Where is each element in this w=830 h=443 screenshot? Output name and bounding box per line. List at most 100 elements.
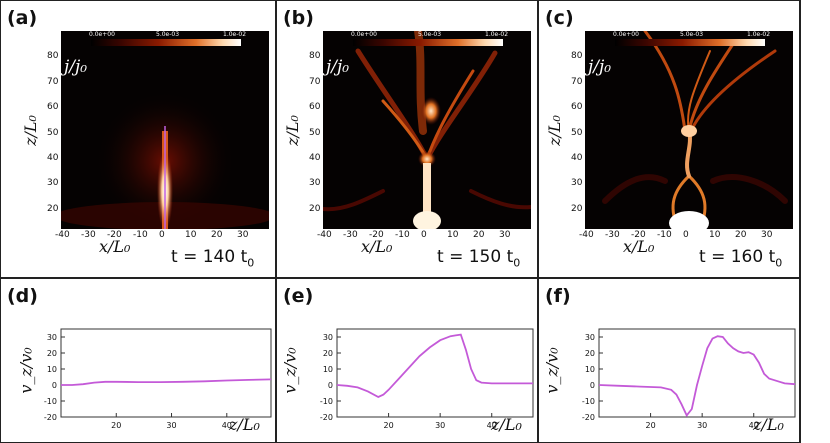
plot-frame xyxy=(336,328,534,418)
x-tick-label: 40 xyxy=(749,421,759,430)
panel-label: (f) xyxy=(545,285,571,307)
x-point xyxy=(418,151,436,167)
x-tick-label: -10 xyxy=(657,230,672,240)
panel-label: (c) xyxy=(545,7,574,29)
velocity-plot: 30 20 10 0 -10 -20 20 30 40 xyxy=(582,328,796,430)
panel-a: (a) 0.0e+00 5.0e-03 1.0e-02 j/j₀ z/L₀ x/… xyxy=(0,0,276,278)
x-tick-label: 20 xyxy=(473,230,485,240)
vz-series-line xyxy=(336,333,533,399)
x-tick-label: 40 xyxy=(222,421,232,430)
y-tick-label: 20 xyxy=(323,349,333,358)
velocity-plot: 30 20 10 0 -10 -20 20 30 40 xyxy=(44,328,272,430)
panel-e: (e) 30 20 10 0 -10 -20 20 30 40 v_z/v₀ z/L₀ xyxy=(276,278,538,443)
current-density-heatmap xyxy=(585,31,793,229)
time-value: t = 160 t xyxy=(699,247,776,267)
colormap-label: j/j₀ xyxy=(64,57,88,77)
panel-c: (c) 0.0e+00 5.0e-03 1.0e-02 j/j₀ z/L₀ x/… xyxy=(538,0,800,278)
time-label: t = 140 t0 xyxy=(171,247,254,269)
y-tick-label: 70 xyxy=(571,76,583,87)
y-tick-label: -10 xyxy=(582,397,595,406)
panel-f: (f) 30 20 10 0 -10 -20 20 30 40 v_z/v₀ z/L₀ xyxy=(538,278,800,443)
y-tick-label: 20 xyxy=(47,203,59,214)
y-tick-label: 10 xyxy=(47,365,57,374)
x-axis-label: z/L₀ xyxy=(491,415,522,434)
x-tick-label: -40 xyxy=(317,230,332,240)
x-tick-label: 30 xyxy=(166,421,176,430)
panel-label: (a) xyxy=(7,7,38,29)
y-tick-label: 60 xyxy=(47,102,59,113)
colormap-label: j/j₀ xyxy=(588,57,612,77)
x-tick-label: 10 xyxy=(185,230,197,240)
x-tick-label: -10 xyxy=(395,230,410,240)
x-tick-label: 0 xyxy=(683,230,689,240)
x-tick-label: -10 xyxy=(133,230,148,240)
current-core xyxy=(423,163,431,213)
y-axis-label: v_z/v₀ xyxy=(280,347,300,394)
colorbar-mid: 5.0e-03 xyxy=(680,31,704,38)
time-subscript: 0 xyxy=(513,256,521,270)
y-tick-label: 0 xyxy=(590,381,595,390)
y-tick-label: 40 xyxy=(47,152,59,163)
velocity-plot: 30 20 10 0 -10 -20 20 30 40 xyxy=(320,328,534,430)
colorbar-max: 1.0e-02 xyxy=(747,31,771,38)
x-tick-label: 30 xyxy=(499,230,511,240)
y-tick-label: 0 xyxy=(52,381,57,390)
y-tick-label: 70 xyxy=(47,76,59,87)
x-tick-label: 10 xyxy=(709,230,721,240)
y-tick-label: 30 xyxy=(47,333,57,342)
y-tick-label: 20 xyxy=(585,349,595,358)
x-tick-label: -40 xyxy=(579,230,594,240)
plasmoid xyxy=(421,97,441,125)
y-tick-label: 70 xyxy=(309,76,321,87)
panel-label: (b) xyxy=(283,7,314,29)
y-tick-label: 30 xyxy=(571,178,583,189)
panel-d: (d) 30 20 10 0 -10 -20 20 30 40 v_z/v₀ z/L₀ xyxy=(0,278,276,443)
x-tick-label: 30 xyxy=(237,230,249,240)
heatmap-svg xyxy=(61,91,269,229)
time-subscript: 0 xyxy=(775,256,783,270)
current-sheets xyxy=(602,31,788,228)
x-axis-label: x/L₀ xyxy=(361,237,393,256)
panel-label: (d) xyxy=(7,285,38,307)
base-hotspot xyxy=(413,211,441,229)
plot-frame xyxy=(60,328,272,418)
x-tick-label: -30 xyxy=(343,230,358,240)
x-tick-label: 10 xyxy=(447,230,459,240)
x-tick-label: 0 xyxy=(421,230,427,240)
y-tick-label: 30 xyxy=(585,333,595,342)
y-tick-label: 40 xyxy=(571,152,583,163)
x-tick-label: 0 xyxy=(159,230,165,240)
x-tick-label: 30 xyxy=(435,421,445,430)
current-density-heatmap xyxy=(61,31,269,229)
y-tick-label: 80 xyxy=(571,51,583,62)
y-axis-label: v_z/v₀ xyxy=(16,347,36,394)
colorbar xyxy=(353,39,503,46)
x-tick-label: 40 xyxy=(487,421,497,430)
heatmap-svg xyxy=(323,31,531,229)
y-tick-label: 10 xyxy=(323,365,333,374)
x-tick-label: -20 xyxy=(369,230,384,240)
colormap-label: j/j₀ xyxy=(326,57,350,77)
y-tick-label: 60 xyxy=(571,102,583,113)
y-tick-label: 80 xyxy=(309,51,321,62)
colorbar-mid: 5.0e-03 xyxy=(156,31,180,38)
colorbar-min: 0.0e+00 xyxy=(351,31,377,38)
time-value: t = 150 t xyxy=(437,247,514,267)
x-tick-label: 30 xyxy=(761,230,773,240)
colorbar xyxy=(91,39,241,46)
y-tick-label: -20 xyxy=(320,413,333,422)
x-tick-label: 20 xyxy=(111,421,121,430)
x-tick-label: -20 xyxy=(631,230,646,240)
x-tick-label: 30 xyxy=(697,421,707,430)
base-hotspot xyxy=(669,211,709,229)
x-tick-label: 20 xyxy=(735,230,747,240)
y-tick-label: 30 xyxy=(323,333,333,342)
y-axis-label: v_z/v₀ xyxy=(542,347,562,394)
colorbar-max: 1.0e-02 xyxy=(223,31,247,38)
y-axis-label: z/L₀ xyxy=(20,115,40,146)
x-axis-label: x/L₀ xyxy=(623,237,655,256)
time-label: t = 160 t0 xyxy=(699,247,782,269)
plasmoid xyxy=(681,125,697,137)
y-tick-label: -20 xyxy=(44,413,57,422)
panel-label: (e) xyxy=(283,285,314,307)
